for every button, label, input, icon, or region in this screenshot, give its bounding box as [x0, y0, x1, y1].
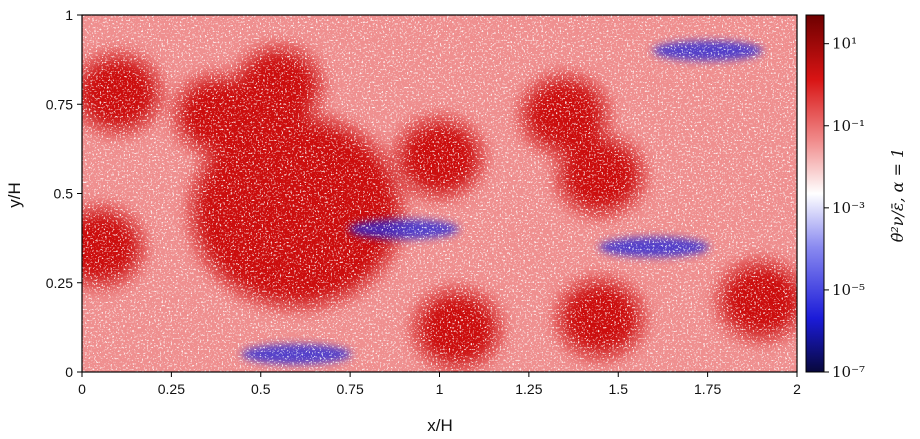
colorbar-tick-label: 10⁻³ [832, 199, 865, 217]
x-tick-label: 1.5 [609, 381, 629, 397]
colorbar-gradient [805, 14, 825, 373]
colorbar-tick-label: 10¹ [832, 35, 857, 53]
colorbar-ticks: 10⁻⁷ 10⁻⁵ 10⁻³ 10⁻¹ 10¹ [824, 35, 865, 381]
colorbar-label: θ̇²ν/ε̄, α = 1 [888, 148, 907, 242]
x-tick-label: 0.75 [337, 381, 364, 397]
x-axis-label: x/H [427, 416, 453, 435]
x-tick-label: 1 [436, 381, 444, 397]
colorbar-tick-label: 10⁻¹ [832, 117, 865, 135]
x-tick-label: 0 [78, 381, 86, 397]
y-tick-label: 0.75 [46, 96, 73, 112]
y-axis-label: y/H [5, 182, 24, 208]
y-tick-label: 0 [65, 364, 73, 380]
colorbar-tick-label: 10⁻⁷ [832, 363, 865, 381]
y-axis: 0 0.25 0.5 0.75 1 [46, 7, 82, 380]
y-tick-label: 1 [65, 7, 73, 23]
x-axis: 0 0.25 0.5 0.75 1 1.25 1.5 1.75 2 [78, 372, 801, 397]
y-tick-label: 0.25 [46, 275, 73, 291]
x-tick-label: 0.25 [158, 381, 185, 397]
x-tick-label: 0.5 [251, 381, 271, 397]
colorbar: 10⁻⁷ 10⁻⁵ 10⁻³ 10⁻¹ 10¹ θ̇²ν/ε̄, α = 1 [805, 14, 907, 381]
heatmap-field [82, 15, 797, 372]
x-tick-label: 1.75 [694, 381, 721, 397]
y-tick-label: 0.5 [54, 186, 74, 202]
x-tick-label: 2 [793, 381, 801, 397]
colorbar-tick-label: 10⁻⁵ [832, 281, 865, 299]
x-tick-label: 1.25 [515, 381, 542, 397]
